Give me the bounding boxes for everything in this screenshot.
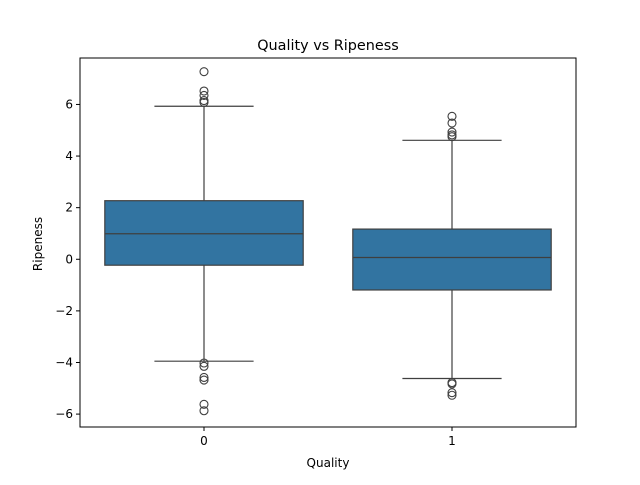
y-tick-label: 0 xyxy=(65,252,73,266)
y-tick-label: 4 xyxy=(65,149,73,163)
outlier-point xyxy=(199,86,209,96)
outlier-point xyxy=(447,132,457,142)
outlier-point xyxy=(447,379,457,389)
box-iqr xyxy=(104,200,304,266)
outlier-point xyxy=(199,67,209,77)
outlier-point xyxy=(199,372,209,383)
plot-marks xyxy=(104,67,552,416)
x-axis-label: Quality xyxy=(307,456,350,470)
outlier-point xyxy=(199,358,209,368)
outlier-point xyxy=(447,388,457,398)
outlier-point xyxy=(199,361,209,371)
y-tick-label: −2 xyxy=(55,304,73,318)
outlier-point xyxy=(447,390,457,400)
outlier-point xyxy=(447,111,457,121)
plot-frame xyxy=(79,57,577,428)
x-tick-label: 0 xyxy=(200,434,208,448)
outlier-point xyxy=(199,96,209,106)
outlier-point xyxy=(199,406,209,416)
outlier-point xyxy=(447,127,457,137)
y-axis-label: Ripeness xyxy=(31,217,45,271)
outlier-point xyxy=(199,97,209,107)
outlier-point xyxy=(199,375,209,385)
y-tick-label: 6 xyxy=(65,97,73,111)
axes: −6 −4 −2 0 2 4 6 0 1 xyxy=(55,57,577,448)
outlier-point xyxy=(447,118,457,128)
y-tick-label: −4 xyxy=(55,355,73,369)
box-iqr xyxy=(352,228,552,291)
x-tick-label: 1 xyxy=(448,434,456,448)
outlier-point xyxy=(199,90,209,100)
outlier-point xyxy=(199,399,209,409)
y-tick-label: 2 xyxy=(65,201,73,215)
y-tick-label: −6 xyxy=(55,407,73,421)
chart-title: Quality vs Ripeness xyxy=(257,38,399,54)
